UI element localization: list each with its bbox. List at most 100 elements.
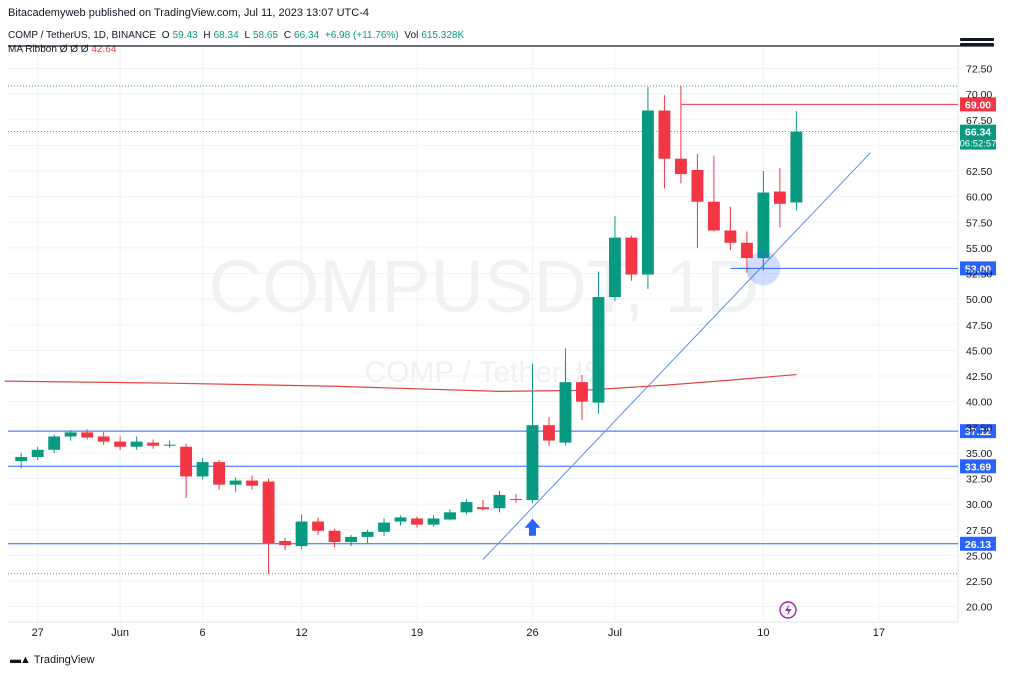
candle-body	[81, 432, 94, 438]
level-price-label: 33.69	[965, 461, 991, 473]
price-tick-label: 40.00	[966, 397, 992, 409]
time-tick-label: Jul	[608, 627, 622, 639]
grid-lines	[8, 45, 994, 623]
price-tick-label: 27.50	[966, 525, 992, 537]
low-label: L	[244, 30, 250, 41]
candle-body	[559, 382, 572, 443]
level-price-tag	[960, 459, 996, 474]
price-tick-label: 35.00	[966, 448, 992, 460]
time-tick-label: 26	[526, 627, 538, 639]
low-value: 58.65	[253, 30, 279, 41]
annotation-layer	[524, 251, 797, 619]
candle-body	[262, 481, 275, 544]
candle-body	[328, 530, 341, 543]
candle-body	[147, 442, 160, 446]
price-tick-label: 42.50	[966, 371, 992, 383]
level-price-label: 26.13	[965, 539, 991, 551]
candle-body	[691, 169, 704, 202]
price-tick-label: 32.50	[966, 474, 992, 486]
level-price-tag	[960, 536, 996, 551]
publisher-line: Bitacademyweb published on TradingView.c…	[8, 7, 369, 19]
level-price-label: 69.00	[965, 99, 991, 111]
time-tick-label: 10	[757, 627, 769, 639]
price-tick-label: 72.50	[966, 64, 992, 76]
candle-body	[790, 131, 803, 203]
candle-body	[609, 237, 621, 298]
price-tick-label: 30.00	[966, 499, 992, 511]
candle-body	[740, 242, 753, 259]
candle-body	[295, 521, 308, 547]
candle-body	[444, 512, 456, 520]
candle-body	[15, 456, 28, 462]
candle-body	[411, 518, 423, 525]
highlight-circle	[746, 251, 781, 286]
time-axis: 27 Jun 6 12 19 26 Jul 10 17	[32, 627, 885, 639]
price-tick-label: 70.00	[966, 89, 992, 101]
footer: ▬▲ TradingView	[10, 654, 94, 666]
candle-body	[707, 201, 720, 231]
candle-body	[196, 462, 209, 477]
candle-body	[378, 522, 390, 532]
candle-body	[229, 480, 242, 485]
candle-body	[279, 541, 292, 546]
price-axis: 69.00 53.00 37.12 33.69 26.13 72.50 70.00 67.50…	[960, 64, 997, 614]
candle-body	[576, 382, 588, 402]
high-label: H	[203, 30, 211, 41]
time-tick-label: 19	[411, 627, 423, 639]
candle-body	[48, 436, 61, 450]
level-price-tag	[960, 97, 996, 112]
candle-body	[114, 441, 127, 447]
time-tick-label: 12	[295, 627, 307, 639]
candle-body	[460, 502, 473, 513]
candle-body	[345, 536, 357, 543]
buy-arrow-icon	[524, 518, 541, 536]
watermark-main: COMPUSDT, 1D	[209, 245, 760, 328]
candle-body	[130, 441, 143, 447]
horizontal-levels	[8, 85, 958, 575]
candle-body	[97, 436, 110, 442]
price-tick-label: 22.50	[966, 576, 992, 588]
open-label: O	[161, 30, 170, 41]
candle-body	[180, 446, 193, 477]
menu-icon[interactable]	[960, 38, 994, 50]
current-price-tag	[960, 124, 996, 150]
candle-body	[361, 531, 374, 537]
tradingview-logo-icon: ▬▲	[10, 654, 31, 666]
time-tick-label: Jun	[111, 627, 129, 639]
candle-body	[625, 237, 638, 275]
candle-body	[477, 507, 489, 510]
price-tick-label: 25.00	[966, 550, 992, 562]
candle-body	[592, 297, 605, 403]
open-value: 59.43	[172, 30, 198, 41]
candle-body	[526, 425, 539, 501]
candle-body	[163, 444, 176, 446]
lightning-bolt	[785, 604, 792, 616]
price-tick-label: 45.00	[966, 345, 992, 357]
level-price-label: 53.00	[965, 263, 991, 275]
price-tick-label: 55.00	[966, 243, 992, 255]
candle-body	[543, 425, 555, 441]
candle-body	[724, 230, 737, 243]
candle-body	[31, 449, 44, 457]
candle-body	[64, 432, 77, 437]
price-tick-label: 20.00	[966, 602, 992, 614]
bar-countdown-label: 06:52:57	[960, 139, 997, 150]
level-price-tag	[960, 261, 996, 276]
price-tick-label: 57.50	[966, 217, 992, 229]
price-tick-label: 60.00	[966, 192, 992, 204]
volume-label: Vol	[404, 30, 419, 41]
close-value: 66.34	[294, 30, 320, 41]
candle-body	[427, 518, 440, 525]
symbol-name[interactable]: COMP / TetherUS, 1D, BINANCE	[8, 30, 157, 41]
close-label: C	[283, 30, 292, 41]
candle-body	[394, 517, 407, 522]
trendline-layer	[482, 152, 871, 560]
candle-body	[493, 494, 506, 509]
ma-ribbon-label[interactable]: MA Ribbon Ø Ø Ø	[8, 44, 89, 55]
candle-body	[674, 158, 687, 175]
price-tick-label: 37.50	[966, 422, 992, 434]
indicator-legend: MA Ribbon Ø Ø Ø 42.64	[8, 44, 116, 55]
footer-brand: TradingView	[33, 654, 95, 666]
